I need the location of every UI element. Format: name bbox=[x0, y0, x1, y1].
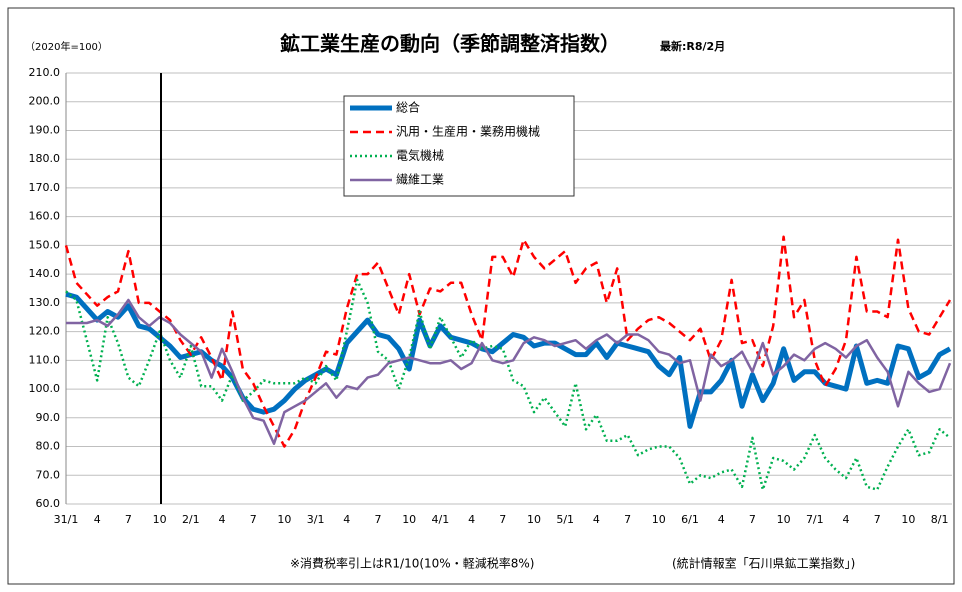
y-tick-label: 140.0 bbox=[29, 267, 61, 280]
y-axis-label: （2020年=100） bbox=[25, 40, 108, 53]
x-tick-label: 2/1 bbox=[182, 513, 200, 526]
legend-label: 電気機械 bbox=[396, 148, 444, 163]
y-tick-label: 170.0 bbox=[29, 181, 61, 194]
x-tick-label: 4 bbox=[718, 513, 725, 526]
x-tick-label: 7 bbox=[375, 513, 382, 526]
chart-title: 鉱工業生産の動向（季節調整済指数） bbox=[280, 32, 620, 56]
series-line bbox=[65, 278, 951, 491]
y-tick-label: 200.0 bbox=[29, 95, 61, 108]
x-tick-label: 10 bbox=[402, 513, 416, 526]
y-tick-label: 120.0 bbox=[29, 325, 61, 338]
series-line bbox=[64, 235, 952, 448]
y-tick-label: 210.0 bbox=[29, 66, 61, 79]
y-tick-label: 60.0 bbox=[36, 497, 61, 510]
y-tick-label: 180.0 bbox=[29, 152, 61, 165]
x-tick-label: 4 bbox=[94, 513, 101, 526]
x-tick-label: 10 bbox=[777, 513, 791, 526]
y-tick-label: 70.0 bbox=[36, 468, 61, 481]
x-tick-label: 31/1 bbox=[54, 513, 79, 526]
y-tick-label: 80.0 bbox=[36, 440, 61, 453]
x-tick-label: 4 bbox=[593, 513, 600, 526]
chart-subtitle: 最新:R8/2月 bbox=[660, 39, 725, 53]
x-tick-label: 6/1 bbox=[681, 513, 699, 526]
y-tick-label: 190.0 bbox=[29, 123, 61, 136]
x-tick-label: 10 bbox=[153, 513, 167, 526]
y-tick-label: 90.0 bbox=[36, 411, 61, 424]
x-tick-label: 4 bbox=[343, 513, 350, 526]
x-tick-label: 10 bbox=[527, 513, 541, 526]
x-tick-label: 8/1 bbox=[931, 513, 949, 526]
x-tick-label: 3/1 bbox=[307, 513, 325, 526]
legend-label: 汎用・生産用・業務用機械 bbox=[396, 124, 540, 139]
y-tick-label: 130.0 bbox=[29, 296, 61, 309]
x-tick-label: 7 bbox=[125, 513, 132, 526]
x-tick-label: 7 bbox=[874, 513, 881, 526]
plot-area: 60.0 70.0 80.0 90.0 100.0 110.0 120.0 130.0 140.… bbox=[29, 66, 952, 526]
x-tick-label: 7 bbox=[499, 513, 506, 526]
x-tick-label: 4 bbox=[843, 513, 850, 526]
x-tick-label: 7 bbox=[624, 513, 631, 526]
x-tick-label: 10 bbox=[901, 513, 915, 526]
y-tick-label: 100.0 bbox=[29, 382, 61, 395]
x-tick-label: 4 bbox=[468, 513, 475, 526]
chart-frame bbox=[7, 7, 955, 585]
legend-label: 総合 bbox=[396, 100, 420, 115]
x-tick-label: 10 bbox=[277, 513, 291, 526]
x-tick-label: 7 bbox=[749, 513, 756, 526]
y-tick-label: 160.0 bbox=[29, 210, 61, 223]
annotation: ※消費税率引上はR1/10(10%・軽減税率8%) bbox=[290, 556, 534, 571]
x-tick-label: 7/1 bbox=[806, 513, 824, 526]
x-tick-label: 4 bbox=[219, 513, 226, 526]
x-tick-label: 10 bbox=[652, 513, 666, 526]
y-tick-label: 110.0 bbox=[29, 353, 61, 366]
legend-label: 繊維工業 bbox=[396, 173, 444, 187]
y-tick-label: 150.0 bbox=[29, 238, 61, 251]
x-tick-label: 4/1 bbox=[432, 513, 450, 526]
series-line bbox=[66, 298, 952, 445]
annotation: (統計情報室「石川県鉱工業指数」) bbox=[672, 556, 855, 571]
x-tick-label: 7 bbox=[250, 513, 257, 526]
x-tick-label: 5/1 bbox=[556, 513, 574, 526]
